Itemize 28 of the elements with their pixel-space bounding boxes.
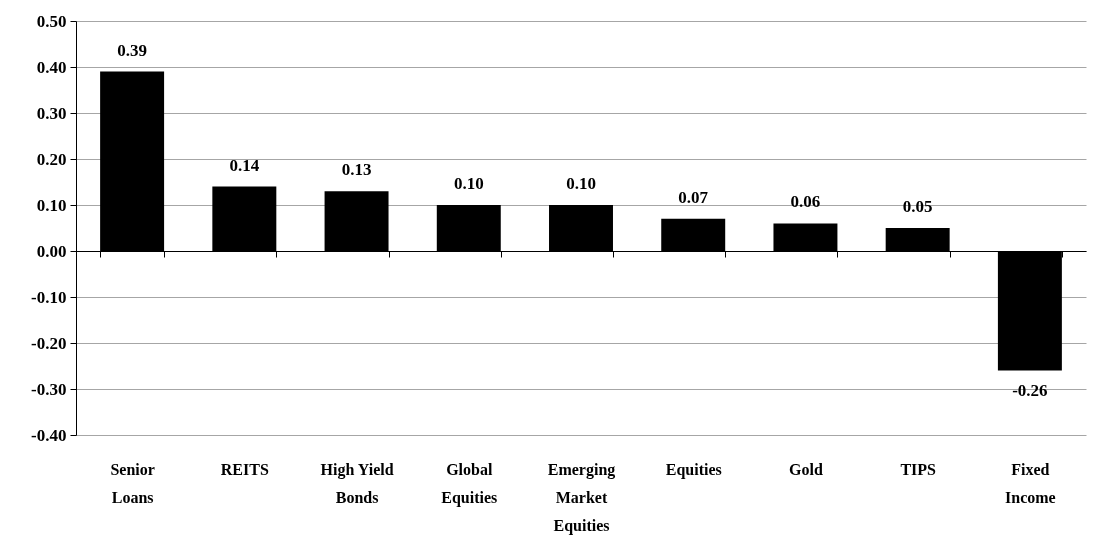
data-label: 0.14 (229, 155, 260, 175)
x-tick-label: Senior Loans (110, 460, 155, 506)
y-tick-label: -0.20 (31, 333, 67, 353)
data-label: 0.13 (341, 160, 372, 180)
y-tick-label: 0.20 (36, 149, 67, 169)
data-label: 0.39 (117, 40, 147, 60)
data-label: 0.05 (902, 197, 933, 216)
x-tick-label: Emerging Market Equities (547, 460, 616, 535)
x-tick-label: Gold (789, 460, 823, 478)
y-tick-label: 0.10 (36, 195, 67, 215)
data-label: 0.07 (678, 187, 709, 207)
x-tick-label: Fixed Income (1005, 460, 1056, 506)
x-tick-label: Equities (665, 460, 722, 479)
x-tick-label: REITS (220, 460, 269, 478)
data-label: 0.10 (453, 174, 484, 193)
y-tick-label: -0.10 (31, 287, 67, 307)
x-tick-label: TIPS (900, 460, 937, 478)
data-label: -0.26 (1012, 380, 1048, 400)
y-tick-label: 0.00 (36, 241, 67, 261)
y-tick-label: -0.40 (31, 425, 67, 445)
x-tick-label: High Yield Bonds (320, 460, 394, 506)
x-tick-label: Global Equities (441, 460, 498, 507)
y-tick-label: -0.30 (31, 379, 67, 399)
y-tick-label: 0.40 (36, 57, 67, 77)
y-tick-label: 0.50 (36, 11, 67, 31)
data-label: 0.10 (566, 174, 596, 193)
data-label: 0.06 (790, 192, 821, 212)
y-tick-label: 0.30 (36, 103, 67, 123)
